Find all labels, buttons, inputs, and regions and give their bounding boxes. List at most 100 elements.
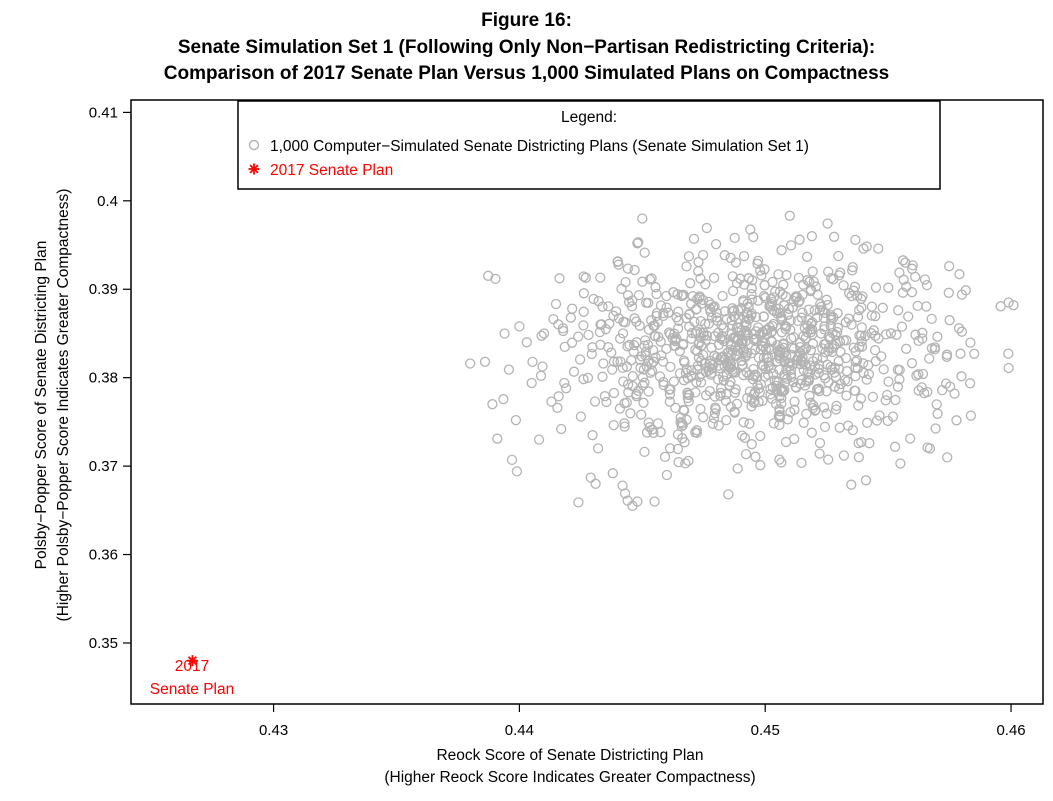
simulated-plan-point: [585, 472, 596, 483]
simulated-plan-point: [863, 369, 875, 380]
simulated-plan-point: [758, 311, 769, 322]
simulated-plan-point: [798, 279, 809, 290]
simulated-plan-point: [664, 443, 676, 454]
simulated-plan-point: [707, 418, 718, 429]
simulated-plan-point: [656, 350, 667, 361]
simulated-plan-point: [546, 396, 557, 407]
simulated-plan-point: [533, 434, 545, 445]
simulated-plan-point: [680, 367, 692, 379]
simulated-plan-point: [634, 320, 645, 331]
simulated-plan-point: [725, 252, 736, 264]
simulated-plan-point: [856, 302, 867, 313]
simulated-plan-point: [969, 348, 980, 359]
simulated-plan-point: [830, 329, 841, 341]
simulated-plan-point: [672, 323, 684, 334]
simulated-plan-point: [768, 418, 779, 429]
simulated-plan-point: [793, 272, 805, 284]
simulated-plan-point: [599, 391, 611, 402]
simulated-plan-point: [815, 328, 827, 339]
simulated-plan-point: [683, 251, 695, 262]
simulated-plan-point: [746, 439, 757, 450]
simulated-plan-point: [708, 412, 720, 424]
simulated-plan-point: [964, 378, 976, 389]
simulated-plan-point: [678, 289, 689, 301]
simulated-plan-point: [674, 345, 685, 357]
simulated-plan-point: [774, 404, 785, 415]
simulated-plan-point: [718, 375, 729, 386]
simulated-plan-point: [851, 355, 863, 366]
simulated-plan-point: [601, 396, 612, 408]
simulated-plan-point: [873, 243, 884, 254]
simulated-plan-point: [921, 279, 933, 291]
simulated-plan-point: [748, 334, 760, 346]
simulated-plan-point: [705, 355, 716, 367]
simulated-plan-point: [619, 418, 630, 429]
simulated-plan-point: [718, 323, 729, 334]
x-tick-label: 0.45: [751, 722, 780, 739]
simulated-plan-point: [1003, 348, 1014, 359]
simulated-plan-point: [826, 364, 838, 375]
simulated-plan-point: [619, 488, 631, 499]
simulated-plan-point: [767, 382, 778, 393]
y-axis-title: Polsby−Popper Score of Senate Districtin…: [33, 241, 50, 570]
simulated-plan-point: [588, 293, 599, 305]
simulated-plan-point: [703, 318, 714, 329]
simulated-plan-point: [840, 317, 851, 328]
y-tick-label: 0.41: [89, 104, 118, 121]
simulated-plan-point: [729, 305, 740, 316]
simulated-plan-point: [621, 397, 632, 408]
simulated-plan-point: [587, 430, 598, 441]
simulated-plan-point: [688, 233, 700, 245]
simulated-plan-point: [657, 356, 669, 367]
simulated-plan-point: [761, 328, 773, 340]
simulated-plan-point: [856, 336, 867, 347]
simulated-plan-point: [814, 437, 826, 449]
simulated-plan-point: [643, 355, 654, 367]
simulated-plan-point: [835, 346, 846, 357]
simulated-plan-point: [911, 370, 922, 381]
simulated-plan-point: [834, 422, 845, 433]
simulated-plan-point: [608, 419, 619, 431]
simulated-plan-point: [785, 369, 797, 380]
simulated-plan-point: [802, 366, 813, 378]
simulated-plan-point: [779, 385, 790, 396]
simulated-plan-point: [749, 387, 761, 398]
simulated-plan-point: [729, 232, 740, 244]
simulated-plan-point: [764, 322, 775, 333]
simulated-plan-point: [650, 331, 661, 342]
simulated-plan-point: [578, 374, 589, 385]
simulated-plan-point: [659, 451, 671, 463]
simulated-plan-point: [838, 450, 850, 461]
legend-simulated-label: 1,000 Computer−Simulated Senate District…: [270, 138, 809, 155]
simulated-plan-point: [694, 291, 705, 302]
simulated-plan-point: [565, 312, 576, 323]
simulated-plan-point: [746, 401, 757, 412]
simulated-plan-point: [731, 350, 742, 362]
simulated-plan-point: [683, 455, 694, 467]
simulated-plan-point: [655, 427, 666, 438]
simulated-plan-point: [590, 478, 601, 489]
simulated-plan-point: [753, 295, 764, 306]
simulated-plan-point: [849, 281, 861, 292]
simulated-plan-point: [774, 364, 785, 376]
simulated-plan-point: [776, 327, 788, 338]
simulated-plan-point: [871, 415, 883, 426]
simulated-plan-point: [778, 339, 789, 350]
simulated-plan-point: [848, 342, 859, 353]
simulated-plan-point: [713, 374, 724, 385]
simulated-plan-point: [799, 380, 811, 391]
simulated-plan-point: [818, 370, 830, 381]
simulated-plan-point: [900, 257, 911, 268]
simulated-plan-point: [846, 290, 857, 302]
simulated-plan-point: [536, 330, 547, 341]
simulated-plan-point: [853, 452, 865, 463]
simulated-plan-point: [833, 250, 844, 262]
simulated-plan-point: [811, 384, 823, 395]
simulated-plan-point: [736, 360, 748, 371]
simulated-plan-point: [483, 270, 494, 281]
simulated-plan-point: [942, 452, 953, 463]
simulated-plan-point: [465, 358, 476, 369]
simulated-plan-point: [700, 279, 711, 290]
simulated-plan-point: [861, 374, 872, 385]
simulated-plan-point: [548, 313, 559, 325]
